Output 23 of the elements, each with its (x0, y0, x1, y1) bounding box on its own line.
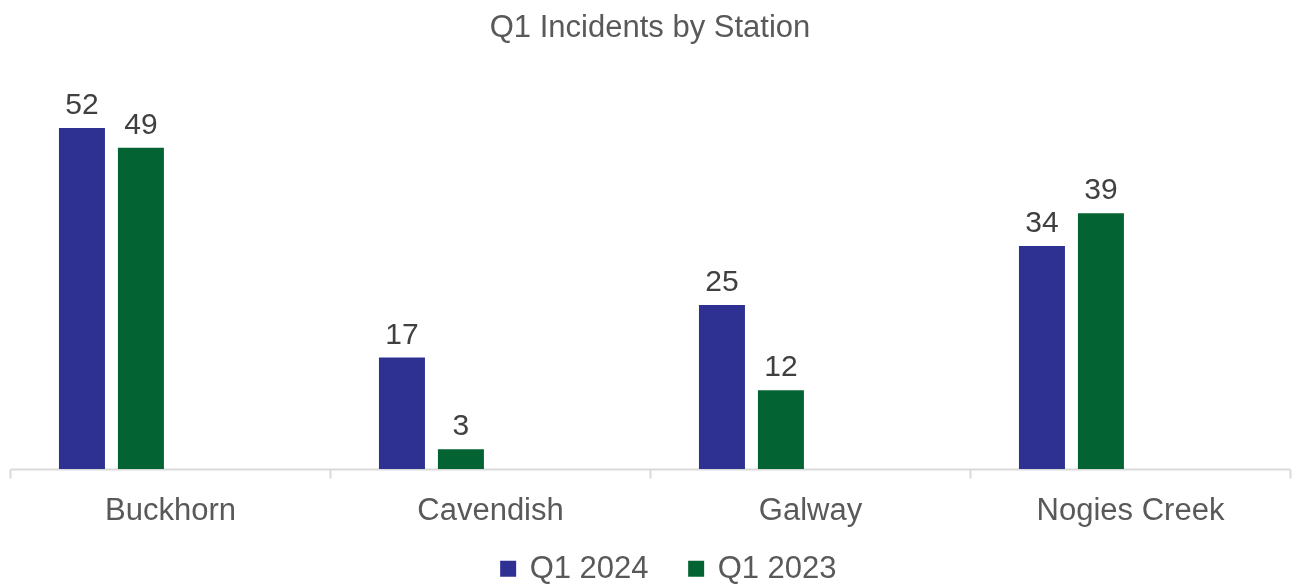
bar (1077, 213, 1124, 469)
bar (698, 305, 745, 469)
bar (437, 449, 484, 469)
data-label: 25 (705, 264, 739, 298)
x-tick-label: Galway (758, 491, 863, 527)
data-label: 17 (385, 316, 419, 350)
data-label: 12 (764, 349, 798, 383)
data-label: 52 (65, 87, 99, 120)
x-tick-label: Cavendish (417, 491, 564, 527)
data-label: 39 (1084, 172, 1118, 206)
x-tick-label: Nogies Creek (1036, 491, 1225, 527)
data-label: 3 (452, 408, 470, 442)
bar (757, 390, 804, 469)
legend-label: Q1 2024 (529, 549, 649, 585)
bar (1018, 246, 1065, 469)
bar (117, 147, 164, 469)
x-tick-label: Buckhorn (105, 491, 236, 527)
bar (378, 357, 425, 469)
data-label: 34 (1025, 205, 1059, 239)
legend-label: Q1 2023 (717, 549, 837, 585)
data-label: 49 (124, 106, 158, 140)
chart-title: Q1 Incidents by Station (489, 9, 811, 44)
bar (58, 128, 105, 469)
